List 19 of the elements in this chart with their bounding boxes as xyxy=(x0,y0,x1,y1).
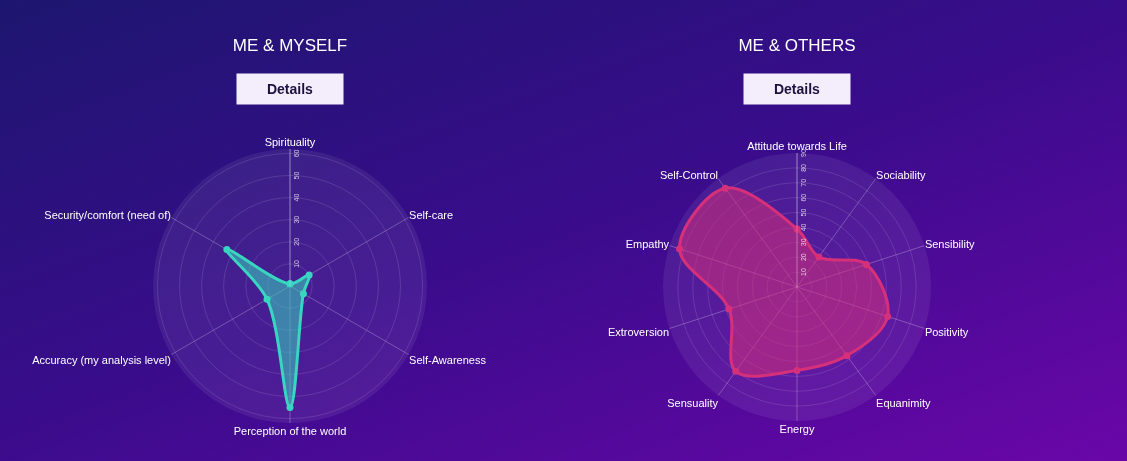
chart-title: ME & OTHERS xyxy=(738,35,856,55)
spoke-label: Positivity xyxy=(924,325,969,338)
spoke-label: Sensuality xyxy=(667,396,719,409)
spoke-label: Sociability xyxy=(876,168,927,181)
spoke-label: Equanimity xyxy=(876,396,931,409)
spoke-label: Empathy xyxy=(625,238,670,251)
spoke-label: Self-Awareness xyxy=(409,353,487,366)
spoke-label: Perception of the world xyxy=(233,424,347,437)
spoke-label: Extroversion xyxy=(607,325,670,338)
spoke-label: Sensibility xyxy=(924,238,975,251)
spoke-label: Security/comfort (need of) xyxy=(44,209,171,222)
spoke-label: Accuracy (my analysis level) xyxy=(32,353,171,366)
spoke-label: Self-Control xyxy=(659,168,718,181)
text: Details xyxy=(266,81,314,97)
spoke-label: Spirituality xyxy=(264,136,316,149)
spoke-label: Self-care xyxy=(409,209,454,222)
text: Details xyxy=(773,81,821,97)
spoke-label: Energy xyxy=(779,422,815,435)
chart-title: ME & MYSELF xyxy=(232,35,348,55)
